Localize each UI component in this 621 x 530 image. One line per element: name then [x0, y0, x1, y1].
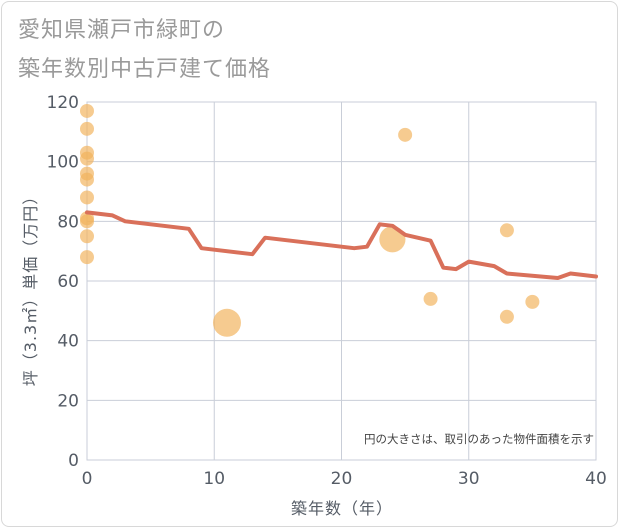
y-tick-label: 0 [68, 451, 79, 471]
x-tick-label: 30 [458, 469, 480, 489]
x-tick-label: 0 [82, 469, 93, 489]
bubble-point [80, 250, 94, 265]
x-axis-label: 築年数（年） [291, 499, 393, 518]
grid [86, 101, 597, 461]
bubble-point [499, 309, 514, 324]
bubble-point [499, 223, 514, 238]
y-tick-label: 100 [47, 153, 79, 173]
bubble-point [80, 172, 94, 187]
y-tick-label: 80 [57, 212, 79, 232]
y-tick-label: 120 [47, 93, 79, 113]
size-note: 円の大きさは、取引のあった物件面積を示す [364, 432, 594, 446]
chart-title-line-2: 築年数別中古戸建て価格 [18, 57, 272, 82]
bubble-point [80, 121, 94, 136]
x-tick-label: 20 [331, 469, 353, 489]
y-tick-label: 60 [57, 272, 79, 292]
bubble-point [80, 190, 94, 205]
bubble-point [423, 291, 438, 306]
tick-labels: 0 20 40 60 80 100 120 0 10 20 30 40 [47, 93, 607, 489]
trend-line-layer [85, 210, 598, 280]
y-tick-label: 20 [57, 391, 79, 411]
bubble-point [212, 308, 241, 337]
trend-line [85, 210, 598, 280]
y-axis-label: 坪（3.3㎡）単価（万円） [21, 188, 40, 386]
bubble-point [80, 229, 94, 244]
bubble-point [525, 294, 540, 309]
y-tick-label: 40 [57, 332, 79, 352]
bubble-point [398, 127, 413, 142]
bubble-point [80, 103, 94, 118]
x-tick-label: 10 [203, 469, 225, 489]
bubble-point [80, 151, 94, 166]
chart-title-line-1: 愛知県瀬戸市緑町の [18, 18, 226, 43]
x-tick-label: 40 [585, 469, 607, 489]
bubbles [80, 103, 540, 337]
bubble-point [80, 214, 94, 229]
